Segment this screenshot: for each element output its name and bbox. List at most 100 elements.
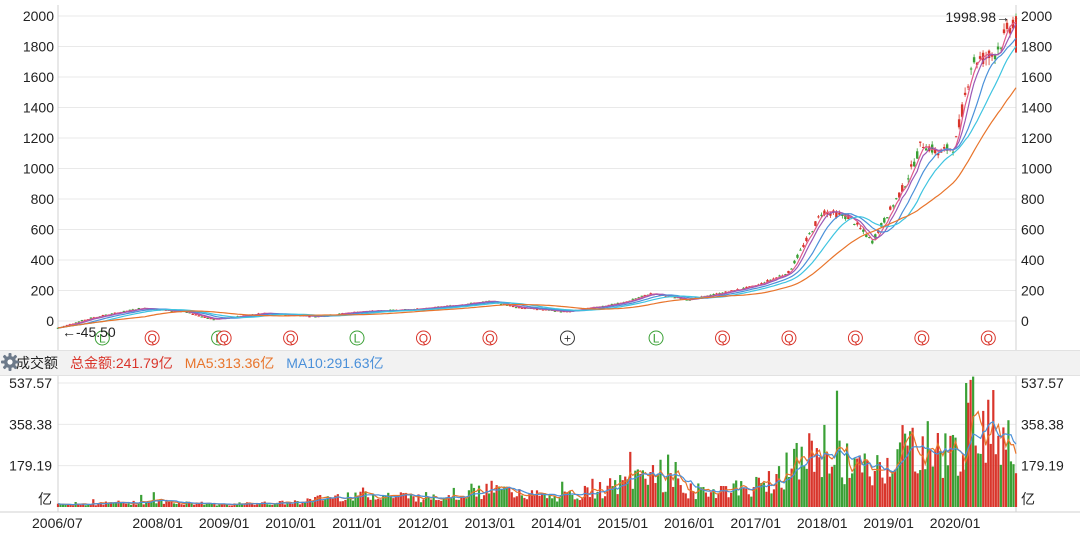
volume-bar (654, 483, 657, 507)
volume-bar (397, 495, 400, 507)
volume-bar (992, 390, 995, 507)
volume-bar (704, 492, 708, 507)
candle-body (898, 192, 901, 198)
volume-bar (437, 499, 440, 507)
price-tick-right: 800 (1021, 191, 1045, 207)
volume-bar (987, 399, 990, 507)
marker-circle (648, 330, 664, 346)
volume-bar (644, 478, 647, 507)
volume-bar (356, 495, 360, 507)
price-labels: 1998.98→ ←-45.50 (62, 9, 1010, 340)
volume-bar (770, 493, 773, 507)
date-tick: 2014/01 (531, 515, 582, 531)
candle-body (817, 216, 820, 218)
volume-bar (793, 448, 796, 507)
marker-text: L (653, 332, 660, 346)
volume-bar (104, 501, 107, 507)
volume-bar (132, 500, 135, 507)
volume-bar (417, 494, 420, 507)
volume-bar (755, 476, 758, 507)
candle-body (637, 297, 640, 299)
volume-bar (167, 501, 171, 507)
volume-bar (109, 502, 113, 507)
volume-bar (714, 498, 718, 507)
volume-bar (140, 494, 143, 507)
volume-bar (840, 477, 844, 507)
marker-text: + (564, 332, 571, 346)
volume-bar (399, 492, 402, 507)
candle-body (685, 299, 688, 301)
marker-circle (482, 330, 498, 346)
volume-bar (152, 492, 155, 507)
volume-bar (954, 437, 957, 507)
volume-bar (130, 504, 133, 507)
volume-bar (724, 486, 728, 507)
volume-bar (742, 488, 745, 507)
volume-tick-right: 537.57 (1021, 375, 1064, 391)
volume-bar (162, 503, 165, 507)
volume-bar (455, 499, 458, 507)
candle-body (523, 308, 527, 310)
marker-circle (980, 330, 996, 346)
volume-bar (909, 431, 912, 507)
date-tick: 2016/01 (664, 515, 715, 531)
marker-q: Q (216, 330, 232, 346)
volume-bar (664, 491, 667, 507)
volume-bar (775, 474, 778, 507)
candle-body (999, 47, 1003, 49)
total-amount-label: 总金额:241.79亿 (70, 355, 173, 371)
volume-bar (760, 482, 763, 507)
volume-bar (84, 505, 87, 507)
volume-bar (828, 473, 831, 507)
volume-bar (939, 450, 942, 507)
volume-bar (182, 504, 186, 507)
volume-bar (344, 499, 347, 507)
date-tick: 2012/01 (398, 515, 449, 531)
volume-bar (692, 491, 695, 507)
volume-bar (427, 497, 430, 507)
volume-bar (387, 492, 390, 507)
price-tick-right: 2000 (1021, 8, 1052, 24)
marker-q: Q (415, 330, 431, 346)
volume-bar (815, 448, 818, 507)
volume-bar (1002, 427, 1005, 507)
volume-bar (843, 484, 846, 507)
price-tick-right: 0 (1021, 313, 1029, 329)
candle-body (631, 298, 634, 300)
volume-bar (122, 502, 125, 507)
price-ma-lines (57, 21, 1017, 329)
volume-bar (135, 504, 138, 507)
candle-body (814, 221, 817, 226)
volume-bar (102, 504, 105, 507)
price-tick-right: 600 (1021, 222, 1045, 238)
volume-bar (326, 496, 329, 507)
volume-bar (684, 493, 687, 507)
marker-circle (559, 330, 575, 346)
volume-bar (556, 501, 559, 507)
candle-body (829, 213, 832, 216)
volume-bar (440, 500, 443, 507)
indicator-title[interactable]: 成交额 (16, 355, 58, 371)
volume-bar (919, 470, 922, 507)
volume-bar (999, 464, 1002, 507)
volume-bar (581, 498, 584, 507)
volume-bar (339, 501, 342, 507)
volume-bar (72, 505, 75, 507)
volume-bar (669, 473, 672, 507)
volume-bar (856, 458, 859, 507)
volume-bar (177, 501, 181, 507)
volume-bar (414, 501, 418, 507)
price-tick-left: 0 (46, 313, 54, 329)
candle-body (856, 222, 859, 225)
volume-bar (334, 495, 337, 507)
volume-bar (740, 481, 743, 507)
date-tick: 2013/01 (465, 515, 516, 531)
volume-bar (833, 464, 836, 507)
gear-icon[interactable] (0, 352, 20, 372)
marker-circle (94, 330, 110, 346)
candle-body (907, 178, 910, 180)
volume-bar (596, 491, 599, 507)
volume-bar (820, 477, 823, 507)
volume-bar (777, 466, 781, 507)
